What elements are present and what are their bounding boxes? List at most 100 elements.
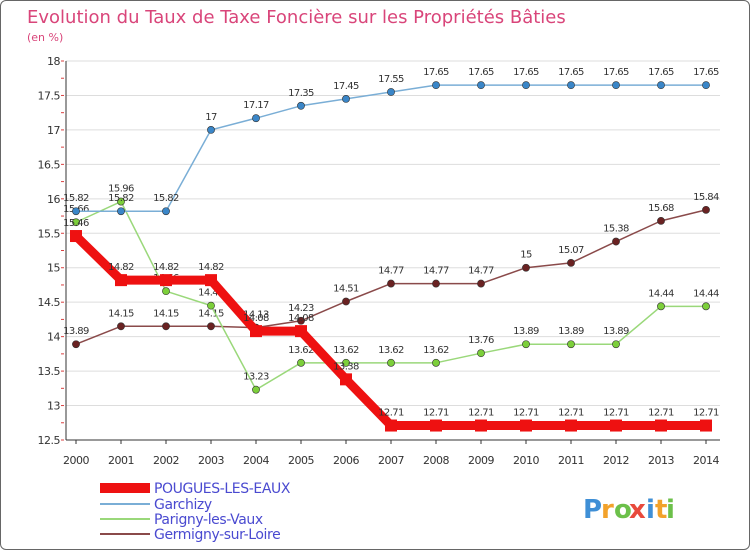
chart-title: Evolution du Taux de Taxe Foncière sur l… — [27, 7, 566, 28]
data-point — [207, 301, 215, 310]
data-point — [387, 279, 395, 288]
data-point — [655, 419, 667, 432]
data-point — [387, 88, 395, 96]
x-tick-label: 2005 — [288, 454, 314, 467]
data-label: 13.23 — [243, 372, 269, 383]
x-tick-label: 2011 — [558, 454, 584, 467]
data-label: 17.35 — [288, 88, 314, 99]
data-point — [162, 287, 170, 296]
logo-letter: x — [629, 495, 647, 525]
data-label: 13.38 — [333, 361, 359, 372]
data-label: 17.65 — [558, 67, 584, 78]
data-point — [117, 197, 125, 206]
logo-letter: i — [646, 495, 656, 525]
data-point — [340, 373, 352, 386]
data-point — [342, 297, 350, 306]
logo-letter: o — [614, 495, 633, 525]
data-label: 15.46 — [63, 218, 89, 229]
data-point — [702, 302, 710, 311]
data-point — [430, 419, 442, 432]
data-label: 14.23 — [288, 303, 314, 314]
data-label: 13.89 — [63, 326, 89, 337]
data-point — [432, 358, 440, 367]
series: 13.89 14.15 14.15 14.15 14.13 14.23 14.51 14.77… — [63, 67, 720, 432]
grid — [66, 60, 720, 441]
legend-label: Parigny-les-Vaux — [154, 512, 263, 528]
y-tick-label: 17.5 — [38, 89, 61, 102]
data-point — [342, 358, 350, 367]
data-label: 15.82 — [108, 193, 134, 204]
data-label: 12.71 — [558, 408, 584, 419]
data-point — [162, 207, 170, 216]
data-point — [160, 274, 172, 287]
data-label: 17.65 — [468, 67, 494, 78]
data-point — [475, 419, 487, 432]
data-label: 13.89 — [558, 326, 584, 337]
data-point — [612, 81, 620, 90]
data-label: 17.17 — [243, 100, 269, 111]
y-tick-label: 16 — [47, 193, 60, 206]
data-label: 12.71 — [423, 408, 449, 419]
data-label: 15.84 — [693, 192, 719, 203]
data-label: 17.65 — [513, 67, 539, 78]
data-label: 12.71 — [378, 408, 404, 419]
data-point — [207, 322, 215, 331]
data-point — [297, 316, 305, 325]
data-point — [252, 114, 260, 123]
x-tick-label: 2009 — [468, 454, 494, 467]
data-label: 14.15 — [108, 308, 134, 319]
x-tick-label: 2012 — [603, 454, 629, 467]
y-tick-label: 17 — [47, 124, 60, 137]
data-label: 17.55 — [378, 74, 404, 85]
data-label: 13.89 — [603, 326, 629, 337]
data-label: 14.82 — [153, 262, 179, 273]
data-label: 14.13 — [243, 310, 269, 321]
series-3: 13.89 14.15 14.15 14.15 14.13 14.23 14.51 14.77… — [63, 192, 720, 349]
data-label: 15.07 — [558, 245, 584, 256]
data-label: 13.62 — [333, 345, 359, 356]
data-point — [252, 385, 260, 394]
data-point — [250, 325, 262, 338]
data-label: 13.89 — [513, 326, 539, 337]
x-tick-label: 2007 — [378, 454, 404, 467]
data-label: 13.76 — [468, 335, 494, 346]
data-label: 14.15 — [153, 308, 179, 319]
x-tick-label: 2013 — [648, 454, 674, 467]
data-label: 15.96 — [108, 184, 134, 195]
proxiti-logo: Pr ox i ti — [583, 495, 675, 525]
data-point — [117, 322, 125, 331]
data-label: 13.62 — [378, 345, 404, 356]
data-label: 14.45 — [198, 288, 224, 299]
x-tick-label: 2014 — [693, 454, 719, 467]
data-point — [342, 95, 350, 103]
data-point — [162, 322, 170, 331]
data-point — [477, 279, 485, 288]
y-tick-label: 15 — [47, 262, 60, 275]
data-point — [567, 81, 575, 90]
legend-label: Germigny-sur-Loire — [154, 527, 280, 543]
chart-subtitle: (en %) — [27, 31, 63, 44]
data-label: 14.82 — [108, 262, 134, 273]
data-point — [565, 419, 577, 432]
data-point — [72, 218, 80, 227]
data-point — [477, 81, 485, 90]
data-label: 12.71 — [468, 408, 494, 419]
y-tick-label: 13 — [47, 400, 60, 413]
data-point — [117, 207, 125, 216]
data-point — [657, 81, 665, 90]
x-tick-label: 2000 — [63, 454, 89, 467]
x-tick-label: 2010 — [513, 454, 539, 467]
x-tick-label: 2002 — [153, 454, 179, 467]
data-point — [432, 279, 440, 288]
data-label: 15.82 — [153, 193, 179, 204]
data-point — [387, 358, 395, 367]
y-tick-label: 14 — [47, 331, 60, 344]
x-tick-label: 2004 — [243, 454, 269, 467]
data-label: 15 — [520, 250, 532, 261]
data-point — [385, 419, 397, 432]
legend-label: POUGUES-LES-EAUX — [154, 481, 291, 497]
logo-letter: P — [583, 495, 603, 525]
x-tick-label: 2003 — [198, 454, 224, 467]
y-tick-label: 13.5 — [38, 365, 61, 378]
